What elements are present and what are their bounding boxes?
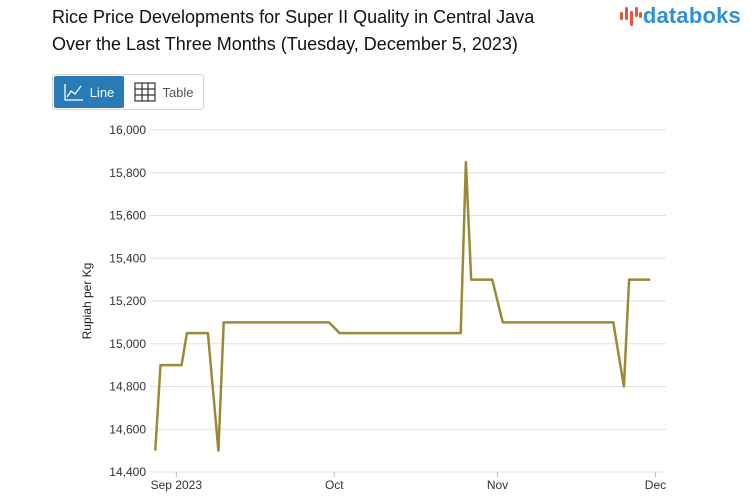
data-point[interactable] [467, 276, 475, 284]
y-axis-label: Rupiah per Kg [80, 263, 94, 340]
data-point[interactable] [372, 329, 380, 337]
x-tick-label: Oct [325, 478, 344, 492]
data-point[interactable] [541, 318, 549, 326]
data-point[interactable] [562, 318, 570, 326]
data-point[interactable] [509, 318, 517, 326]
data-point[interactable] [388, 329, 396, 337]
view-toggle: Line Table [52, 74, 204, 110]
data-point[interactable] [157, 361, 165, 369]
y-tick-label: 15,000 [109, 337, 146, 351]
data-point[interactable] [415, 329, 423, 337]
data-point[interactable] [336, 329, 344, 337]
y-tick-label: 15,600 [109, 209, 146, 223]
table-grid-icon [134, 82, 157, 102]
data-point[interactable] [630, 276, 638, 284]
databoks-logo-text: databoks [642, 3, 741, 28]
y-tick-label: 14,800 [109, 380, 146, 394]
data-point[interactable] [572, 318, 580, 326]
data-point[interactable] [183, 329, 191, 337]
price-series-line[interactable] [154, 160, 651, 452]
y-tick-label: 15,800 [109, 166, 146, 180]
data-point[interactable] [462, 158, 470, 166]
chart-title-line-1: Rice Price Developments for Super II Qua… [52, 7, 535, 27]
y-tick-label: 15,200 [109, 294, 146, 308]
data-point[interactable] [499, 318, 507, 326]
x-tick-label: Nov [487, 478, 508, 492]
line-view-label: Line [89, 84, 115, 100]
data-point[interactable] [214, 447, 222, 455]
line-view-button[interactable]: Line [54, 76, 124, 108]
data-point[interactable] [204, 329, 212, 337]
data-point[interactable] [583, 318, 591, 326]
data-point[interactable] [646, 276, 654, 284]
data-point[interactable] [309, 318, 317, 326]
databoks-logo: databoks [619, 2, 741, 30]
chart-title: Rice Price Developments for Super II Qua… [52, 4, 534, 58]
data-point[interactable] [488, 276, 496, 284]
data-point[interactable] [325, 318, 333, 326]
y-tick-label: 16,000 [109, 123, 146, 137]
x-tick-label: Dec [645, 478, 666, 492]
data-point[interactable] [246, 318, 254, 326]
data-point[interactable] [620, 383, 628, 391]
data-point[interactable] [436, 329, 444, 337]
data-point[interactable] [457, 329, 465, 337]
chart-title-line-2: Over the Last Three Months (Tuesday, Dec… [52, 34, 518, 54]
line-chart-icon [64, 84, 83, 101]
x-tick-label: Sep 2023 [151, 478, 203, 492]
databoks-logo-icon [619, 7, 642, 26]
table-view-button[interactable]: Table [125, 75, 203, 109]
data-point[interactable] [151, 447, 159, 455]
data-point[interactable] [257, 318, 265, 326]
y-tick-label: 14,600 [109, 422, 146, 436]
data-point[interactable] [446, 329, 454, 337]
table-view-label: Table [162, 84, 194, 100]
data-point[interactable] [225, 318, 233, 326]
data-point[interactable] [362, 329, 370, 337]
data-point[interactable] [267, 318, 275, 326]
data-point[interactable] [609, 318, 617, 326]
y-tick-label: 14,400 [109, 465, 146, 479]
data-point[interactable] [399, 329, 407, 337]
data-point[interactable] [178, 361, 186, 369]
data-point[interactable] [520, 318, 528, 326]
data-point[interactable] [478, 276, 486, 284]
data-point[interactable] [530, 318, 538, 326]
y-tick-label: 15,400 [109, 251, 146, 265]
